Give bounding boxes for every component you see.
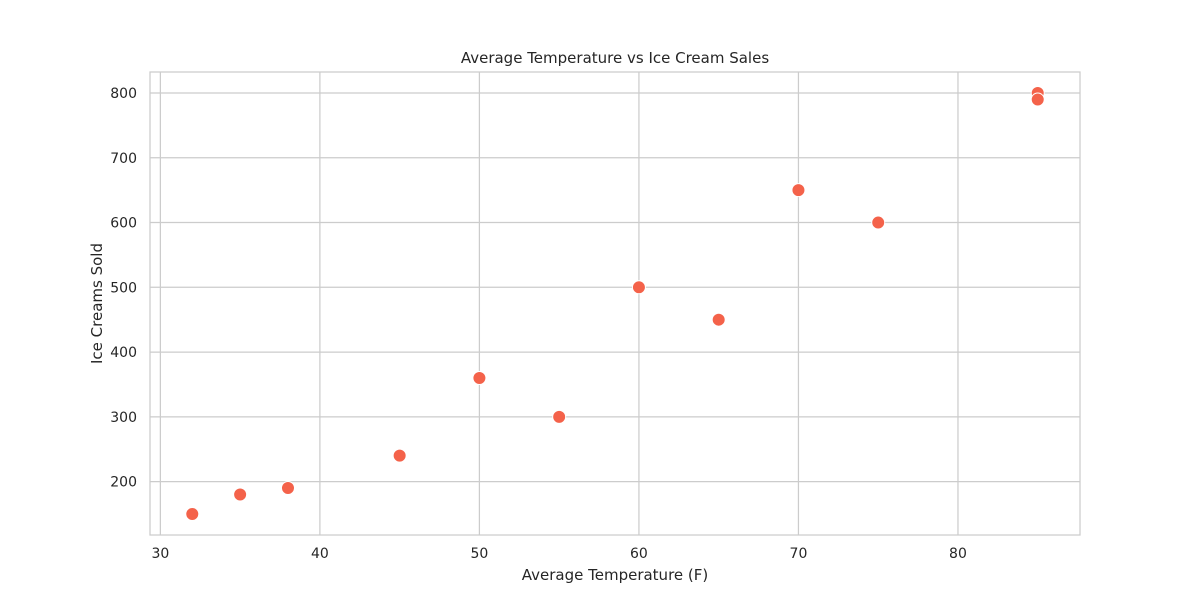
x-tick-label: 80: [949, 546, 967, 562]
scatter-point: [1030, 92, 1045, 107]
scatter-point: [392, 448, 407, 463]
x-tick-label: 40: [311, 546, 329, 562]
scatter-point: [185, 506, 200, 521]
y-axis-label: Ice Creams Sold: [88, 243, 106, 364]
x-tick-label: 30: [151, 546, 169, 562]
y-tick-label: 400: [110, 345, 137, 361]
scatter-point: [631, 280, 646, 295]
y-tick-label: 200: [110, 475, 137, 491]
grid: [150, 72, 1080, 535]
x-tick-label: 50: [470, 546, 488, 562]
scatter-point: [871, 215, 886, 230]
scatter-point: [711, 312, 726, 327]
scatter-point: [472, 370, 487, 385]
scatter-point: [791, 183, 806, 198]
points: [185, 86, 1045, 521]
x-tick-label: 60: [630, 546, 648, 562]
scatter-point: [552, 409, 567, 424]
plot-frame: [149, 71, 1081, 536]
x-axis-label: Average Temperature (F): [522, 566, 708, 584]
scatter-point: [280, 481, 295, 496]
y-tick-label: 800: [110, 86, 137, 102]
y-tick-label: 500: [110, 280, 137, 296]
y-tick-label: 300: [110, 410, 137, 426]
y-tick-label: 700: [110, 151, 137, 167]
x-tick-labels: 30 40 50 60 70 80: [151, 546, 966, 562]
y-tick-labels: 200 300 400 500 600 700 800: [110, 86, 137, 491]
scatter-point: [233, 487, 248, 502]
y-tick-label: 600: [110, 216, 137, 232]
chart-title: Average Temperature vs Ice Cream Sales: [461, 49, 769, 67]
x-tick-label: 70: [790, 546, 808, 562]
